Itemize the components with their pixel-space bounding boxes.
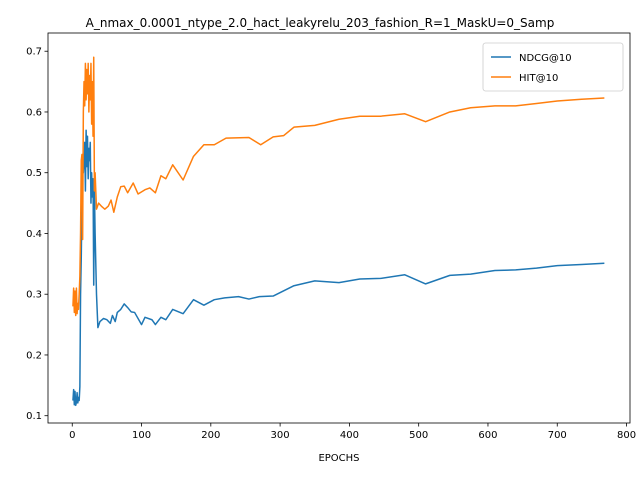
legend-label: HIT@10 [519, 73, 558, 84]
y-tick-label: 0.1 [26, 411, 42, 422]
x-axis-ticks: 0 100 200 300 400 500 600 700 800 [69, 423, 636, 441]
x-tick-label: 500 [409, 430, 428, 441]
x-tick-label: 100 [132, 430, 151, 441]
series-line-ndcg-10 [72, 129, 605, 407]
legend: NDCG@10 HIT@10 [482, 42, 624, 92]
x-tick-label: 200 [201, 430, 220, 441]
x-tick-label: 800 [617, 430, 636, 441]
legend-label: NDCG@10 [519, 53, 572, 64]
series-line-hit-10 [72, 56, 605, 317]
chart-title: A_nmax_0.0001_ntype_2.0_hact_leakyrelu_2… [86, 16, 555, 30]
y-axis-ticks: 0.1 0.2 0.3 0.4 0.5 0.6 0.7 [26, 47, 48, 422]
y-tick-label: 0.3 [26, 290, 42, 301]
x-tick-label: 600 [478, 430, 497, 441]
x-tick-label: 300 [271, 430, 290, 441]
y-tick-label: 0.7 [26, 47, 42, 58]
legend-box [482, 42, 624, 92]
x-tick-label: 700 [548, 430, 567, 441]
y-tick-label: 0.5 [26, 168, 42, 179]
y-tick-label: 0.6 [26, 107, 42, 118]
plot-lines [72, 56, 605, 407]
x-tick-label: 400 [340, 430, 359, 441]
y-tick-label: 0.4 [26, 229, 42, 240]
plot-frame [47, 32, 631, 424]
x-tick-label: 0 [69, 430, 75, 441]
x-axis-title: EPOCHS [318, 453, 359, 464]
y-tick-label: 0.2 [26, 350, 42, 361]
